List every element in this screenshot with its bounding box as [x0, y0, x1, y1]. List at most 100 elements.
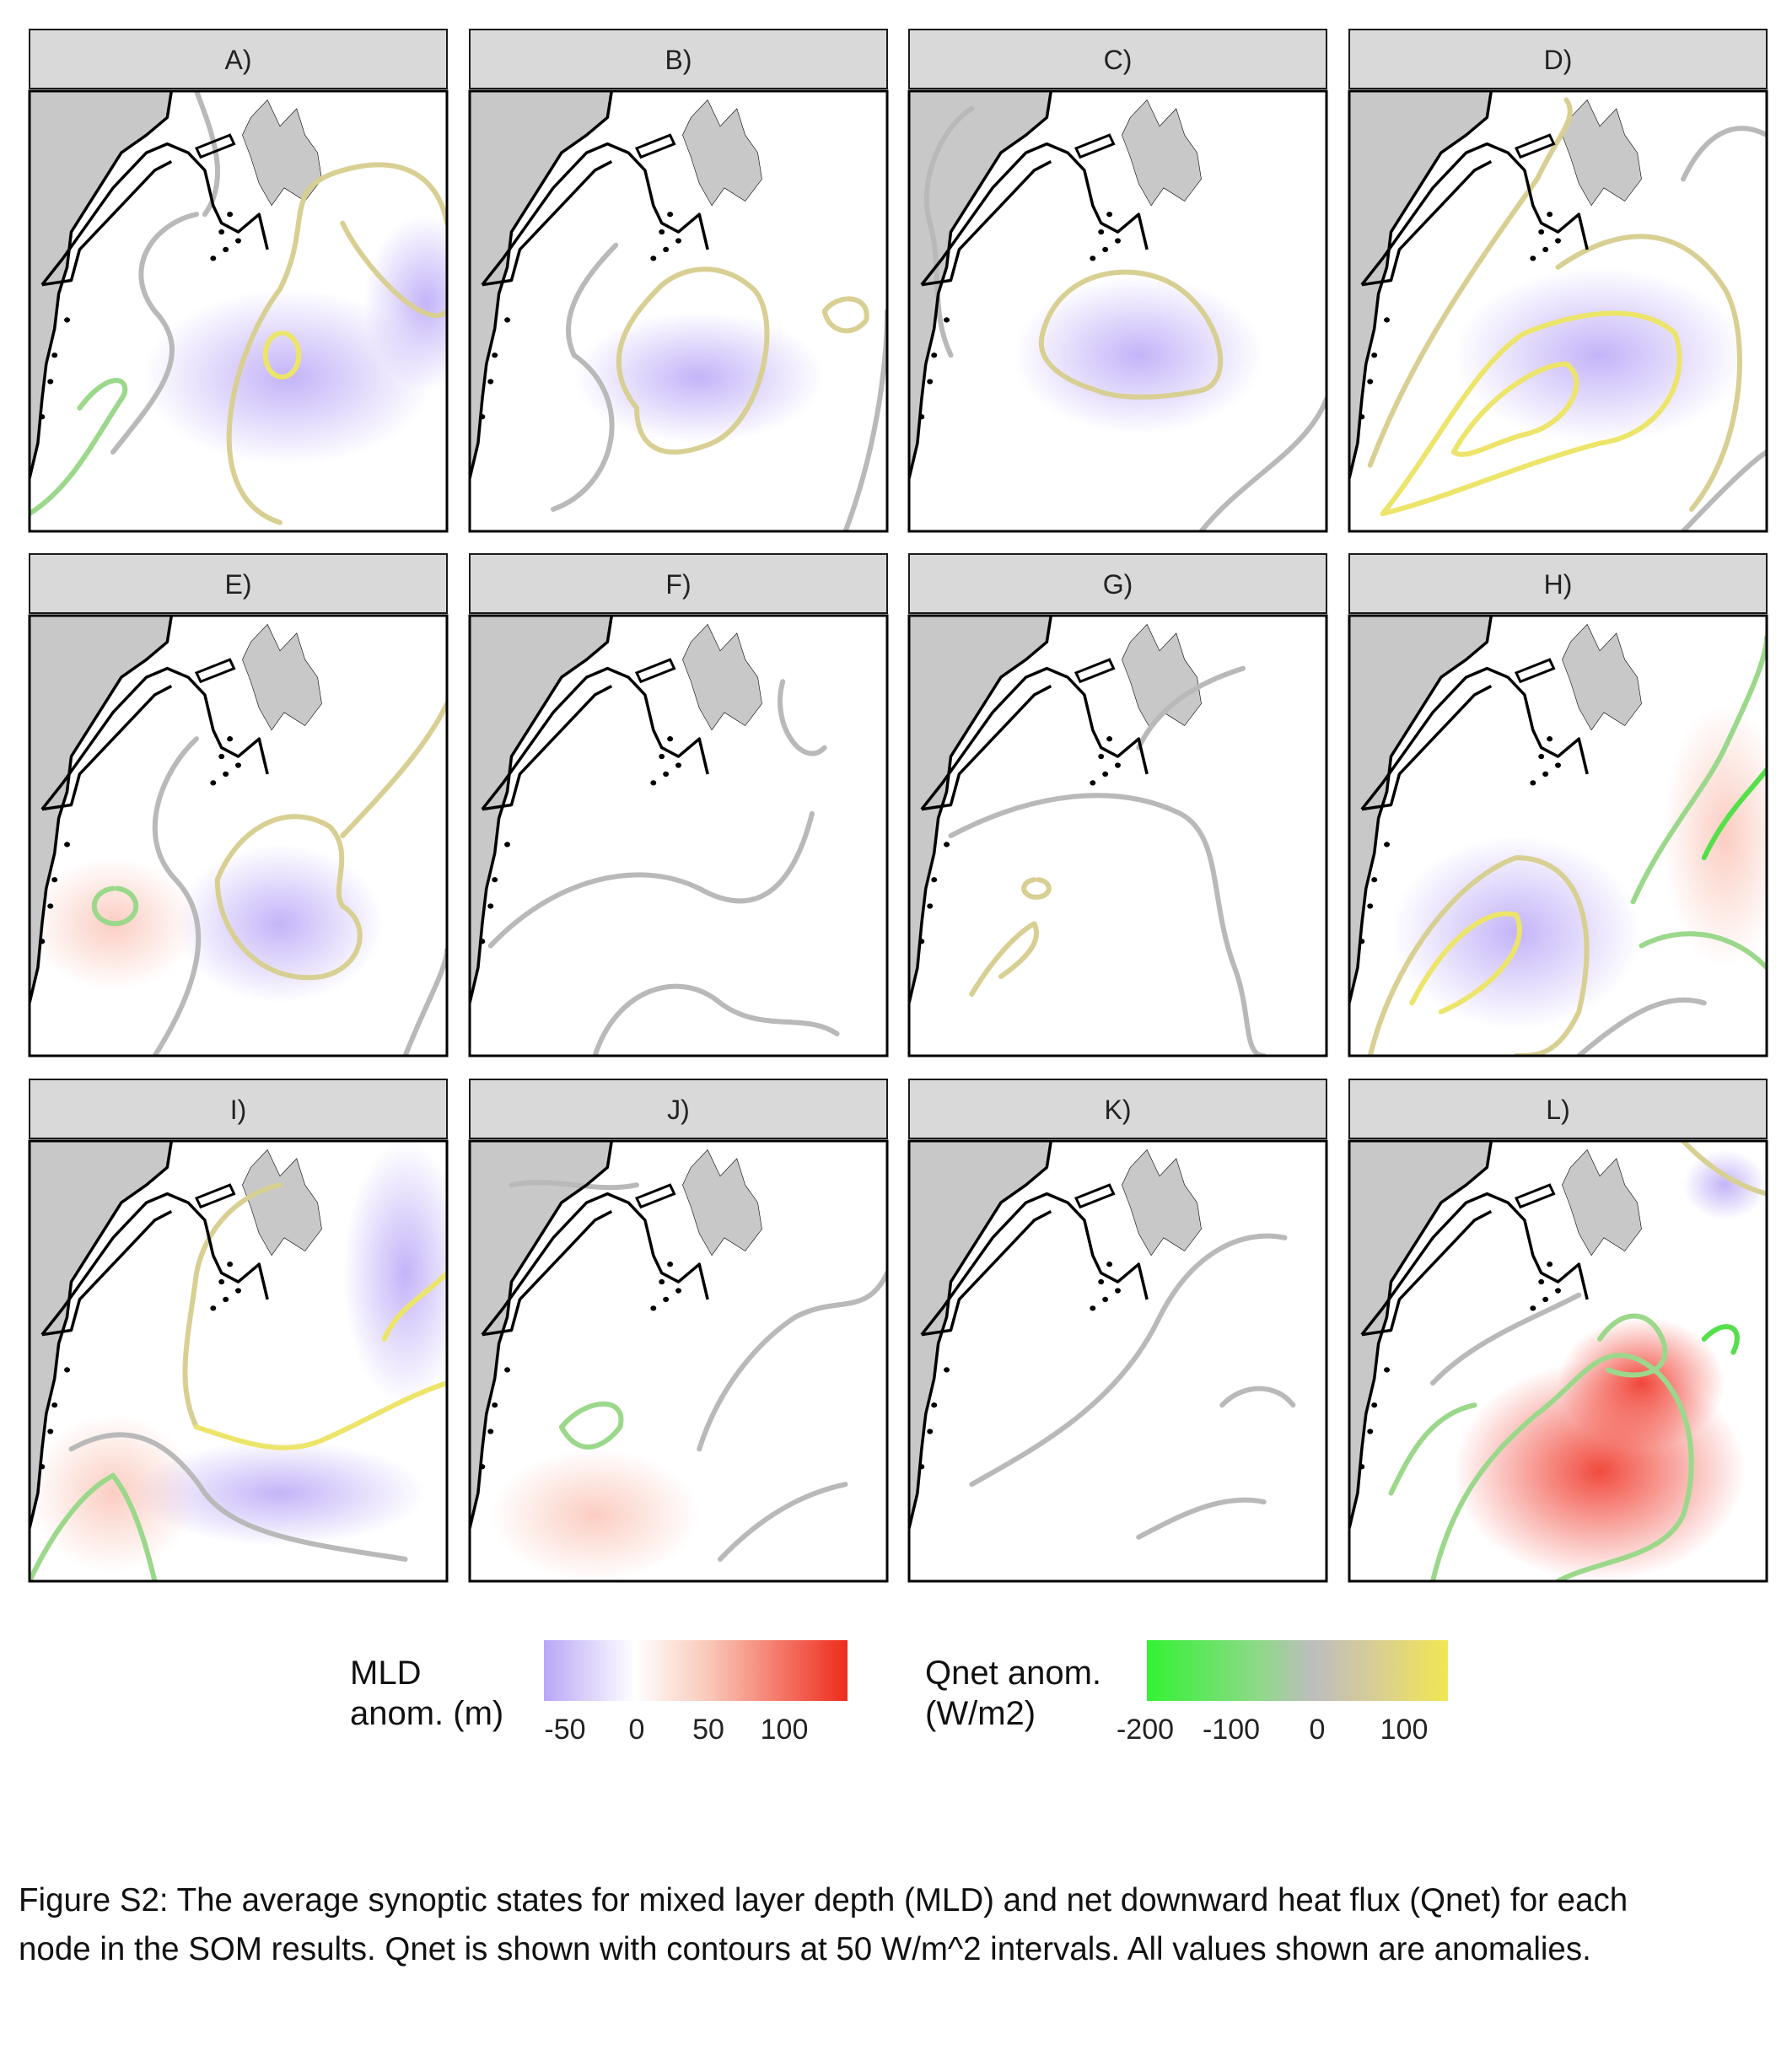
qnet-legend-title-line2: (W/m2) — [925, 1695, 1036, 1732]
qnet-contour — [218, 816, 360, 977]
coastal-island — [51, 352, 58, 358]
coastal-island — [51, 1402, 58, 1408]
coastal-island — [1098, 1278, 1105, 1285]
qnet-contour — [1202, 399, 1327, 531]
panel-label: L) — [1546, 1095, 1569, 1125]
qnet-contour — [951, 795, 1264, 1056]
map-frame — [907, 1139, 1328, 1583]
qnet-contour — [1579, 1000, 1704, 1056]
coastline — [482, 1194, 708, 1335]
coastline — [922, 1212, 1051, 1335]
newfoundland-island — [682, 100, 761, 205]
newfoundland-island — [682, 624, 761, 729]
coastal-island — [1106, 1262, 1113, 1267]
coastal-island — [1367, 903, 1374, 909]
coastal-island — [659, 229, 665, 235]
qnet-contour — [1454, 364, 1576, 455]
mld-anomaly-field — [342, 1141, 447, 1406]
coastline — [922, 686, 1051, 810]
map-panel: B) — [468, 29, 889, 533]
coastline — [42, 162, 171, 285]
coastal-island — [1102, 1296, 1109, 1303]
panel-strip — [908, 1079, 1327, 1139]
coastal-island — [1115, 762, 1121, 768]
map-panel: E) — [28, 553, 449, 1057]
panel-label: A) — [225, 45, 252, 75]
coastal-island — [663, 771, 670, 778]
coastal-island — [667, 1262, 674, 1267]
map-panel: A) — [28, 29, 449, 533]
coastal-island — [1384, 317, 1391, 323]
land-mass — [30, 1141, 172, 1529]
mld-anomaly-field — [1683, 1149, 1767, 1220]
panel-label: G) — [1103, 569, 1133, 600]
coastal-island — [51, 877, 58, 883]
land-mass — [470, 91, 612, 479]
coastal-island — [235, 762, 241, 768]
land-mass — [470, 1141, 612, 1529]
qnet-tick: 100 — [1380, 1714, 1429, 1746]
qnet-contour — [1370, 858, 1587, 1056]
panel-label: I) — [230, 1095, 247, 1125]
qnet-contour — [1633, 638, 1767, 901]
coastline — [1362, 669, 1587, 810]
coastal-island — [223, 246, 229, 253]
coastline — [482, 669, 708, 810]
qnet-colorbar — [1147, 1640, 1448, 1701]
panel-label: K) — [1105, 1095, 1132, 1125]
qnet-contour — [30, 380, 125, 514]
qnet-contour — [491, 814, 812, 946]
coastal-island — [492, 1402, 498, 1408]
coastal-island — [487, 1429, 494, 1434]
mld-colorbar — [544, 1640, 848, 1701]
island-outline — [637, 135, 675, 157]
qnet-contour — [266, 333, 299, 377]
coastal-island — [944, 842, 950, 848]
coastal-island — [1115, 238, 1121, 244]
mld-tick: -50 — [544, 1714, 586, 1746]
coastal-island — [39, 1464, 46, 1470]
qnet-contour — [553, 245, 616, 509]
mld-anomaly-field — [1453, 266, 1746, 444]
mld-tick: 100 — [760, 1714, 809, 1746]
coastline — [922, 669, 1147, 810]
qnet-contour — [1383, 313, 1680, 514]
coastal-island — [223, 1296, 229, 1303]
qnet-tick: -100 — [1202, 1714, 1261, 1746]
coastal-island — [650, 1305, 657, 1311]
mld-tick: 0 — [628, 1714, 645, 1746]
qnet-tick: -200 — [1116, 1714, 1175, 1746]
coastal-island — [1098, 753, 1105, 760]
coastal-island — [1367, 1429, 1374, 1434]
qnet-contour — [512, 1182, 638, 1187]
map-frame — [907, 89, 1328, 533]
coastal-island — [1555, 1288, 1561, 1294]
coastal-island — [1547, 1262, 1553, 1267]
coastal-island — [1542, 1296, 1549, 1303]
qnet-contour — [927, 109, 971, 355]
coastal-island — [479, 1464, 486, 1470]
coastal-island — [1555, 238, 1561, 244]
map-panel: J) — [468, 1079, 889, 1583]
coastal-island — [667, 212, 674, 218]
map-panel: H) — [1348, 553, 1768, 1057]
coastal-island — [218, 753, 225, 760]
map-frame — [1348, 614, 1768, 1057]
newfoundland-island — [1562, 1149, 1641, 1255]
land-mass — [470, 616, 612, 1004]
coastal-island — [944, 317, 950, 323]
land-mass — [1349, 616, 1492, 1004]
qnet-contour — [1041, 272, 1220, 397]
coastal-island — [487, 903, 494, 909]
caption-line-2: node in the SOM results. Qnet is shown w… — [19, 1931, 1591, 1967]
map-panel: F) — [468, 553, 889, 1057]
qnet-contour — [1558, 236, 1740, 509]
coastal-island — [227, 212, 234, 218]
coastal-island — [1530, 780, 1536, 786]
land-mass — [1349, 91, 1492, 479]
coastline — [1362, 1194, 1587, 1335]
land-mass — [30, 616, 172, 1004]
newfoundland-island — [1562, 100, 1641, 205]
qnet-contour — [94, 889, 137, 924]
coastal-island — [210, 256, 217, 261]
